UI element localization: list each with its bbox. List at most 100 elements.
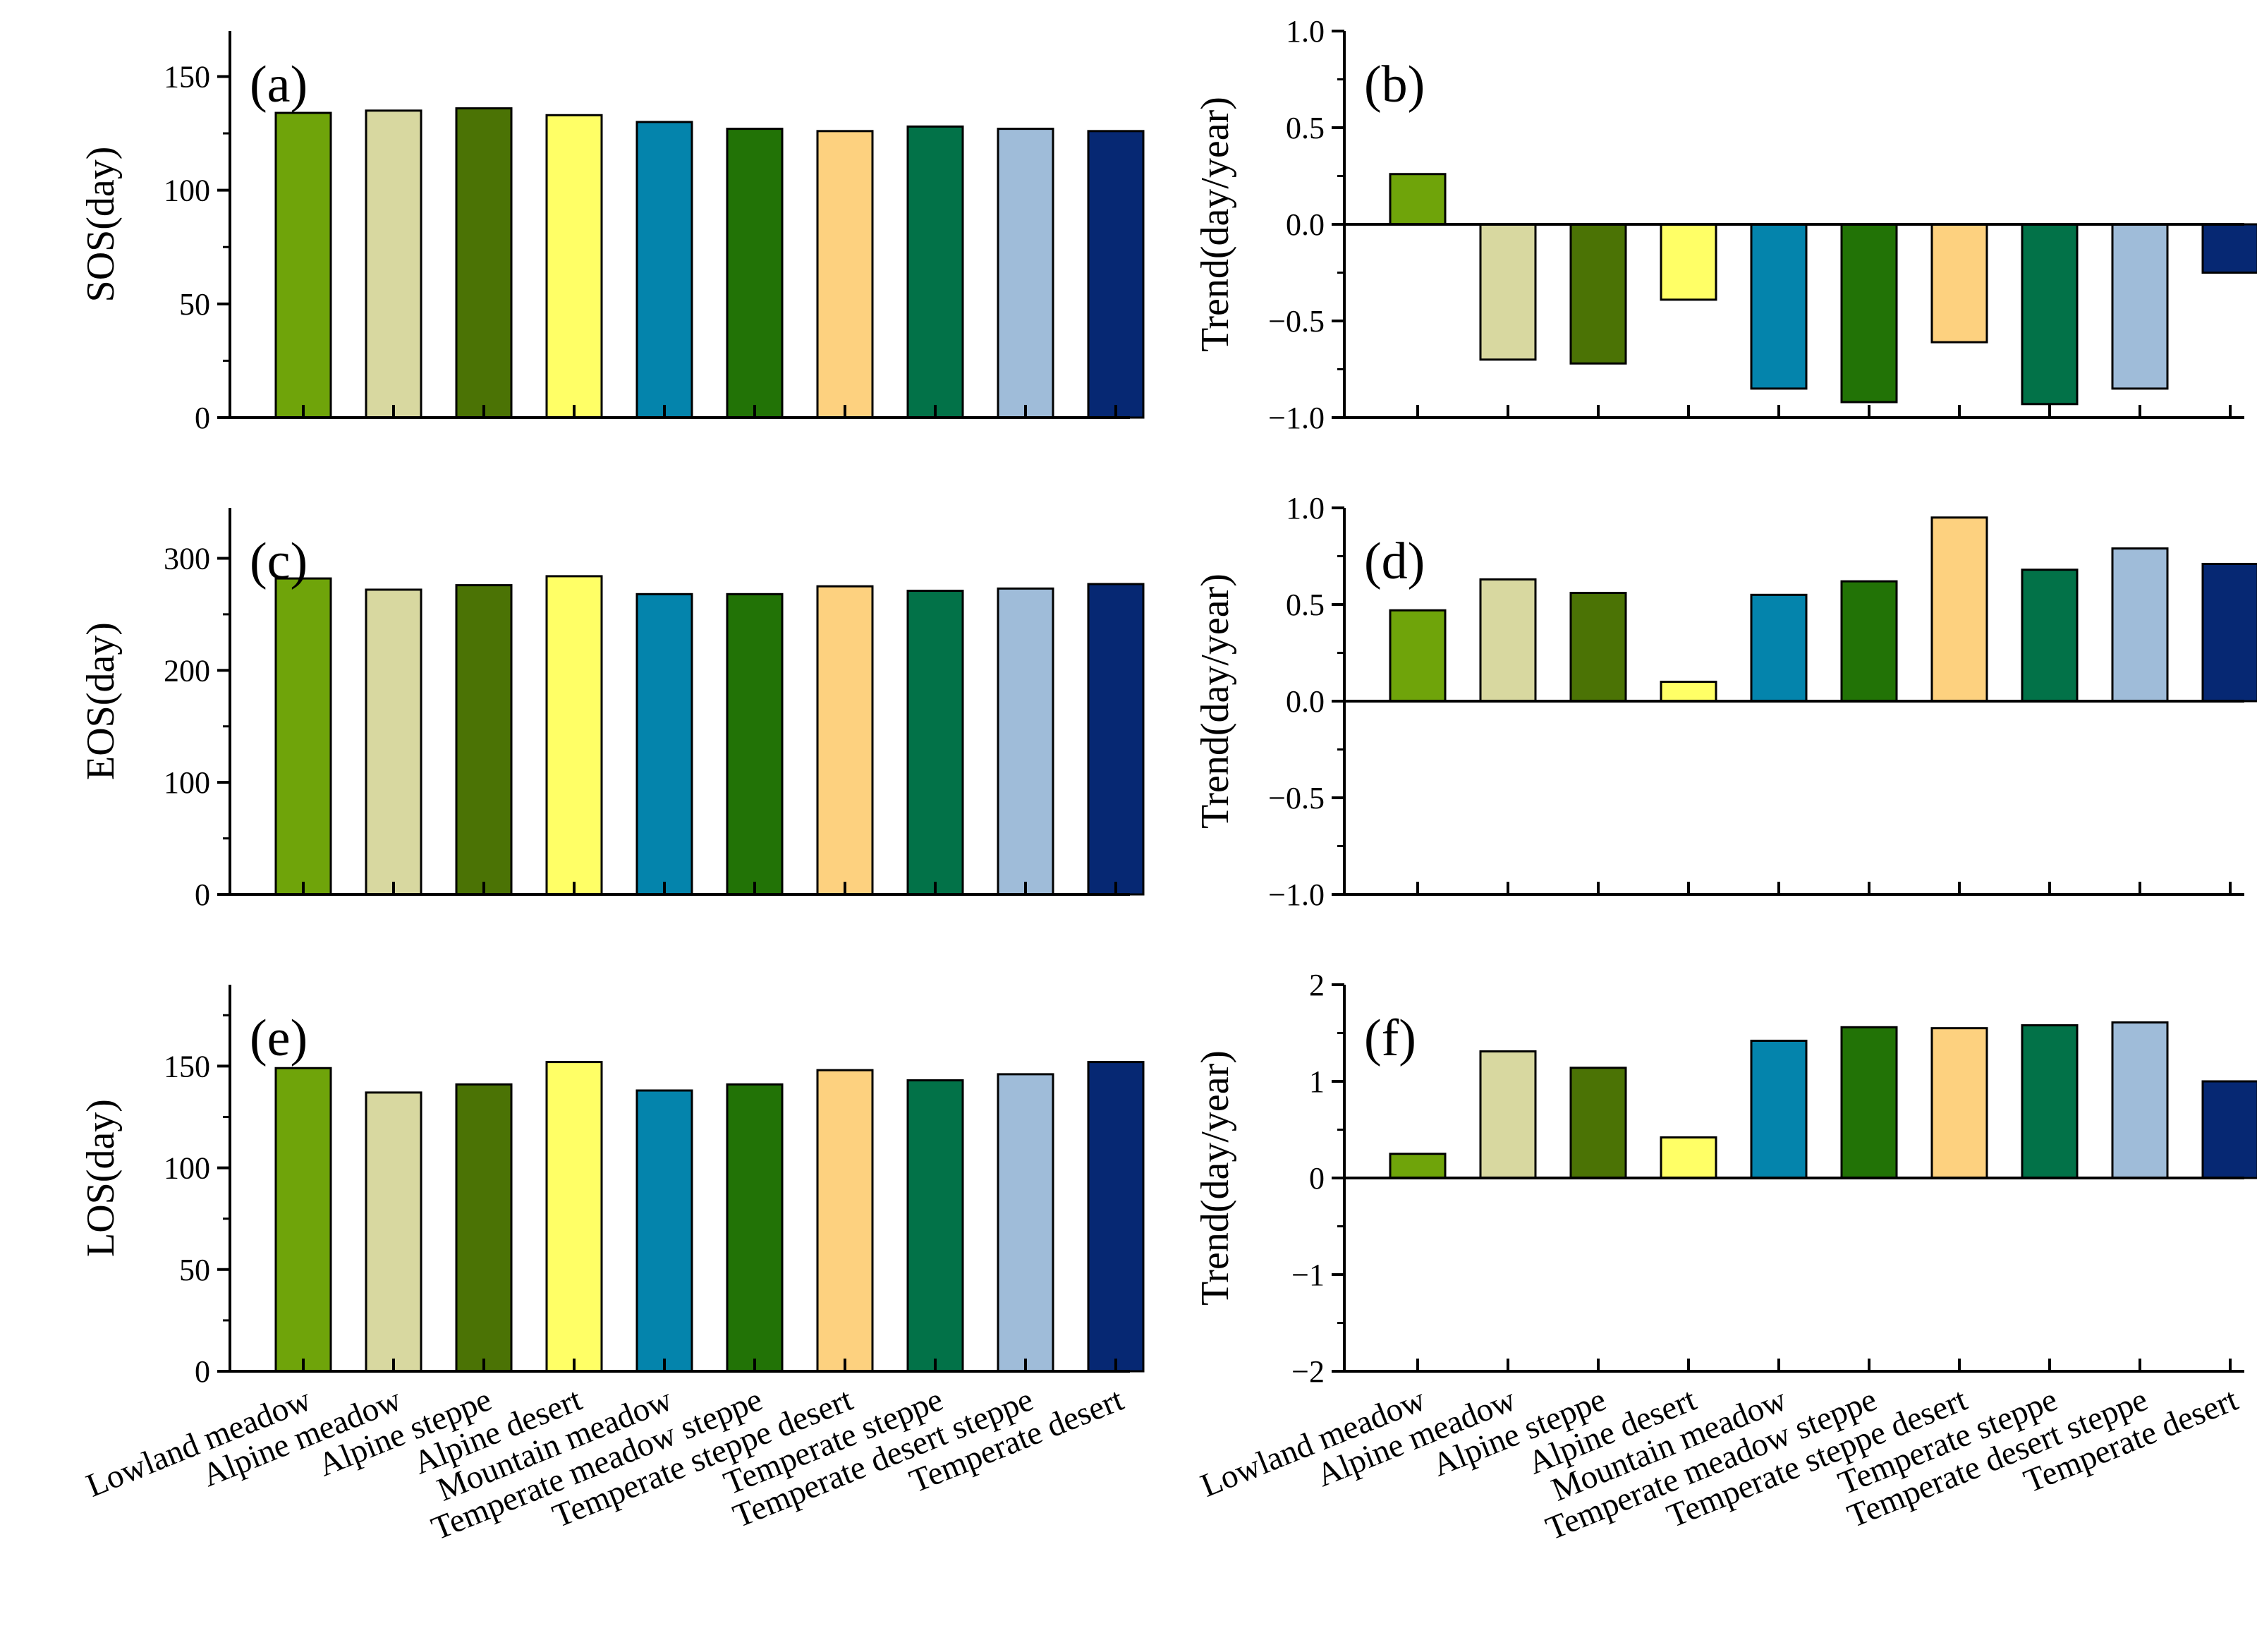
y-tick-label-b-3: 0.5	[1286, 111, 1325, 145]
panel-c: 0 100 200 300 EOS(day) (c)	[79, 508, 1145, 912]
y-tick-label-f-3: 1	[1309, 1064, 1325, 1099]
panel-label-d: (d)	[1364, 533, 1425, 590]
bar-e-8	[997, 1073, 1054, 1373]
bar-a-1	[365, 109, 422, 419]
y-axis-title-c: EOS(day)	[79, 622, 123, 780]
y-tick-label-f-4: 2	[1309, 968, 1325, 1002]
y-tick-label-d-0: −1.0	[1268, 877, 1325, 912]
y-tick-label-c-2: 200	[164, 653, 210, 688]
bar-a-4	[635, 121, 693, 419]
bar-a-5	[726, 128, 784, 419]
bar-c-0	[274, 577, 332, 896]
y-axis-title-a: SOS(day)	[79, 147, 123, 303]
bar-d-1	[1479, 578, 1537, 703]
y-tick-label-e-0: 0	[195, 1354, 210, 1389]
bar-c-6	[816, 585, 874, 896]
y-tick-label-a-1: 50	[179, 287, 210, 322]
bar-a-9	[1087, 130, 1145, 419]
panel-b: −1.0 −0.5 0.0 0.5 1.0 Trend(day/year) (b)	[1193, 14, 2257, 435]
bar-d-8	[2111, 547, 2169, 703]
bar-e-1	[365, 1091, 422, 1373]
y-tick-label-b-1: −0.5	[1268, 304, 1325, 339]
y-tick-label-f-1: −1	[1291, 1258, 1325, 1292]
bar-e-4	[635, 1089, 693, 1373]
bar-f-3	[1660, 1136, 1717, 1179]
bar-f-6	[1930, 1027, 1988, 1179]
bar-a-6	[816, 130, 874, 419]
panel-label-f: (f)	[1364, 1009, 1416, 1067]
bar-f-4	[1750, 1039, 1808, 1179]
bar-c-5	[726, 593, 784, 896]
bar-c-9	[1087, 583, 1145, 896]
bar-b-8	[2111, 223, 2169, 390]
bar-c-1	[365, 588, 422, 896]
bar-f-0	[1389, 1153, 1447, 1179]
bar-d-0	[1389, 609, 1447, 703]
bar-b-6	[1930, 223, 1988, 344]
bar-c-3	[545, 575, 603, 896]
bar-b-1	[1479, 223, 1537, 361]
y-axis-title-b: Trend(day/year)	[1193, 97, 1237, 352]
panel-label-c: (c)	[250, 533, 308, 590]
bar-e-3	[545, 1061, 603, 1373]
y-tick-label-e-3: 150	[164, 1049, 210, 1083]
y-tick-label-d-3: 0.5	[1286, 588, 1325, 622]
bar-b-4	[1750, 223, 1808, 390]
bar-a-3	[545, 114, 603, 419]
panel-d: −1.0 −0.5 0.0 0.5 1.0 Trend(day/year) (d)	[1193, 491, 2257, 912]
bar-d-7	[2021, 569, 2079, 703]
bar-b-2	[1569, 223, 1627, 365]
bar-c-8	[997, 587, 1054, 896]
y-axis-title-e: LOS(day)	[79, 1099, 123, 1257]
bar-c-4	[635, 593, 693, 896]
bar-d-9	[2201, 562, 2257, 703]
bar-e-2	[455, 1083, 513, 1373]
bar-b-9	[2201, 223, 2257, 274]
bar-d-3	[1660, 681, 1717, 703]
y-tick-label-a-3: 150	[164, 59, 210, 94]
y-tick-label-b-0: −1.0	[1268, 401, 1325, 435]
bar-e-7	[906, 1079, 964, 1373]
bar-f-1	[1479, 1050, 1537, 1179]
bar-a-2	[455, 107, 513, 419]
bar-d-4	[1750, 593, 1808, 703]
bar-c-7	[906, 590, 964, 896]
bar-a-0	[274, 111, 332, 419]
bar-f-9	[2201, 1080, 2257, 1179]
y-axis-title-d: Trend(day/year)	[1193, 573, 1237, 829]
bar-e-5	[726, 1083, 784, 1373]
bar-f-5	[1840, 1026, 1898, 1179]
panel-label-e: (e)	[250, 1009, 308, 1067]
panel-label-b: (b)	[1364, 56, 1425, 114]
bar-f-2	[1569, 1067, 1627, 1179]
y-tick-label-c-1: 100	[164, 765, 210, 800]
bar-f-7	[2021, 1024, 2079, 1179]
bar-e-0	[274, 1067, 332, 1373]
bar-a-8	[997, 128, 1054, 419]
y-tick-label-d-1: −0.5	[1268, 781, 1325, 815]
bar-d-6	[1930, 516, 1988, 703]
y-tick-label-b-2: 0.0	[1286, 207, 1325, 242]
bar-b-0	[1389, 173, 1447, 226]
bar-b-5	[1840, 223, 1898, 403]
bar-d-5	[1840, 580, 1898, 703]
bar-c-2	[455, 584, 513, 896]
y-tick-label-c-0: 0	[195, 877, 210, 912]
y-tick-label-a-0: 0	[195, 401, 210, 435]
bar-b-7	[2021, 223, 2079, 406]
y-tick-label-b-4: 1.0	[1286, 14, 1325, 49]
bar-f-8	[2111, 1021, 2169, 1179]
y-tick-label-a-2: 100	[164, 174, 210, 208]
panel-a: 0 50 100 150 SOS(day) (a)	[79, 31, 1145, 435]
y-tick-label-f-2: 0	[1309, 1161, 1325, 1196]
y-tick-label-c-3: 300	[164, 541, 210, 576]
y-tick-label-e-2: 100	[164, 1151, 210, 1186]
bar-d-2	[1569, 592, 1627, 703]
y-axis-title-f: Trend(day/year)	[1193, 1050, 1237, 1306]
panel-label-a: (a)	[250, 56, 308, 114]
bar-e-9	[1087, 1061, 1145, 1373]
bar-e-6	[816, 1069, 874, 1373]
